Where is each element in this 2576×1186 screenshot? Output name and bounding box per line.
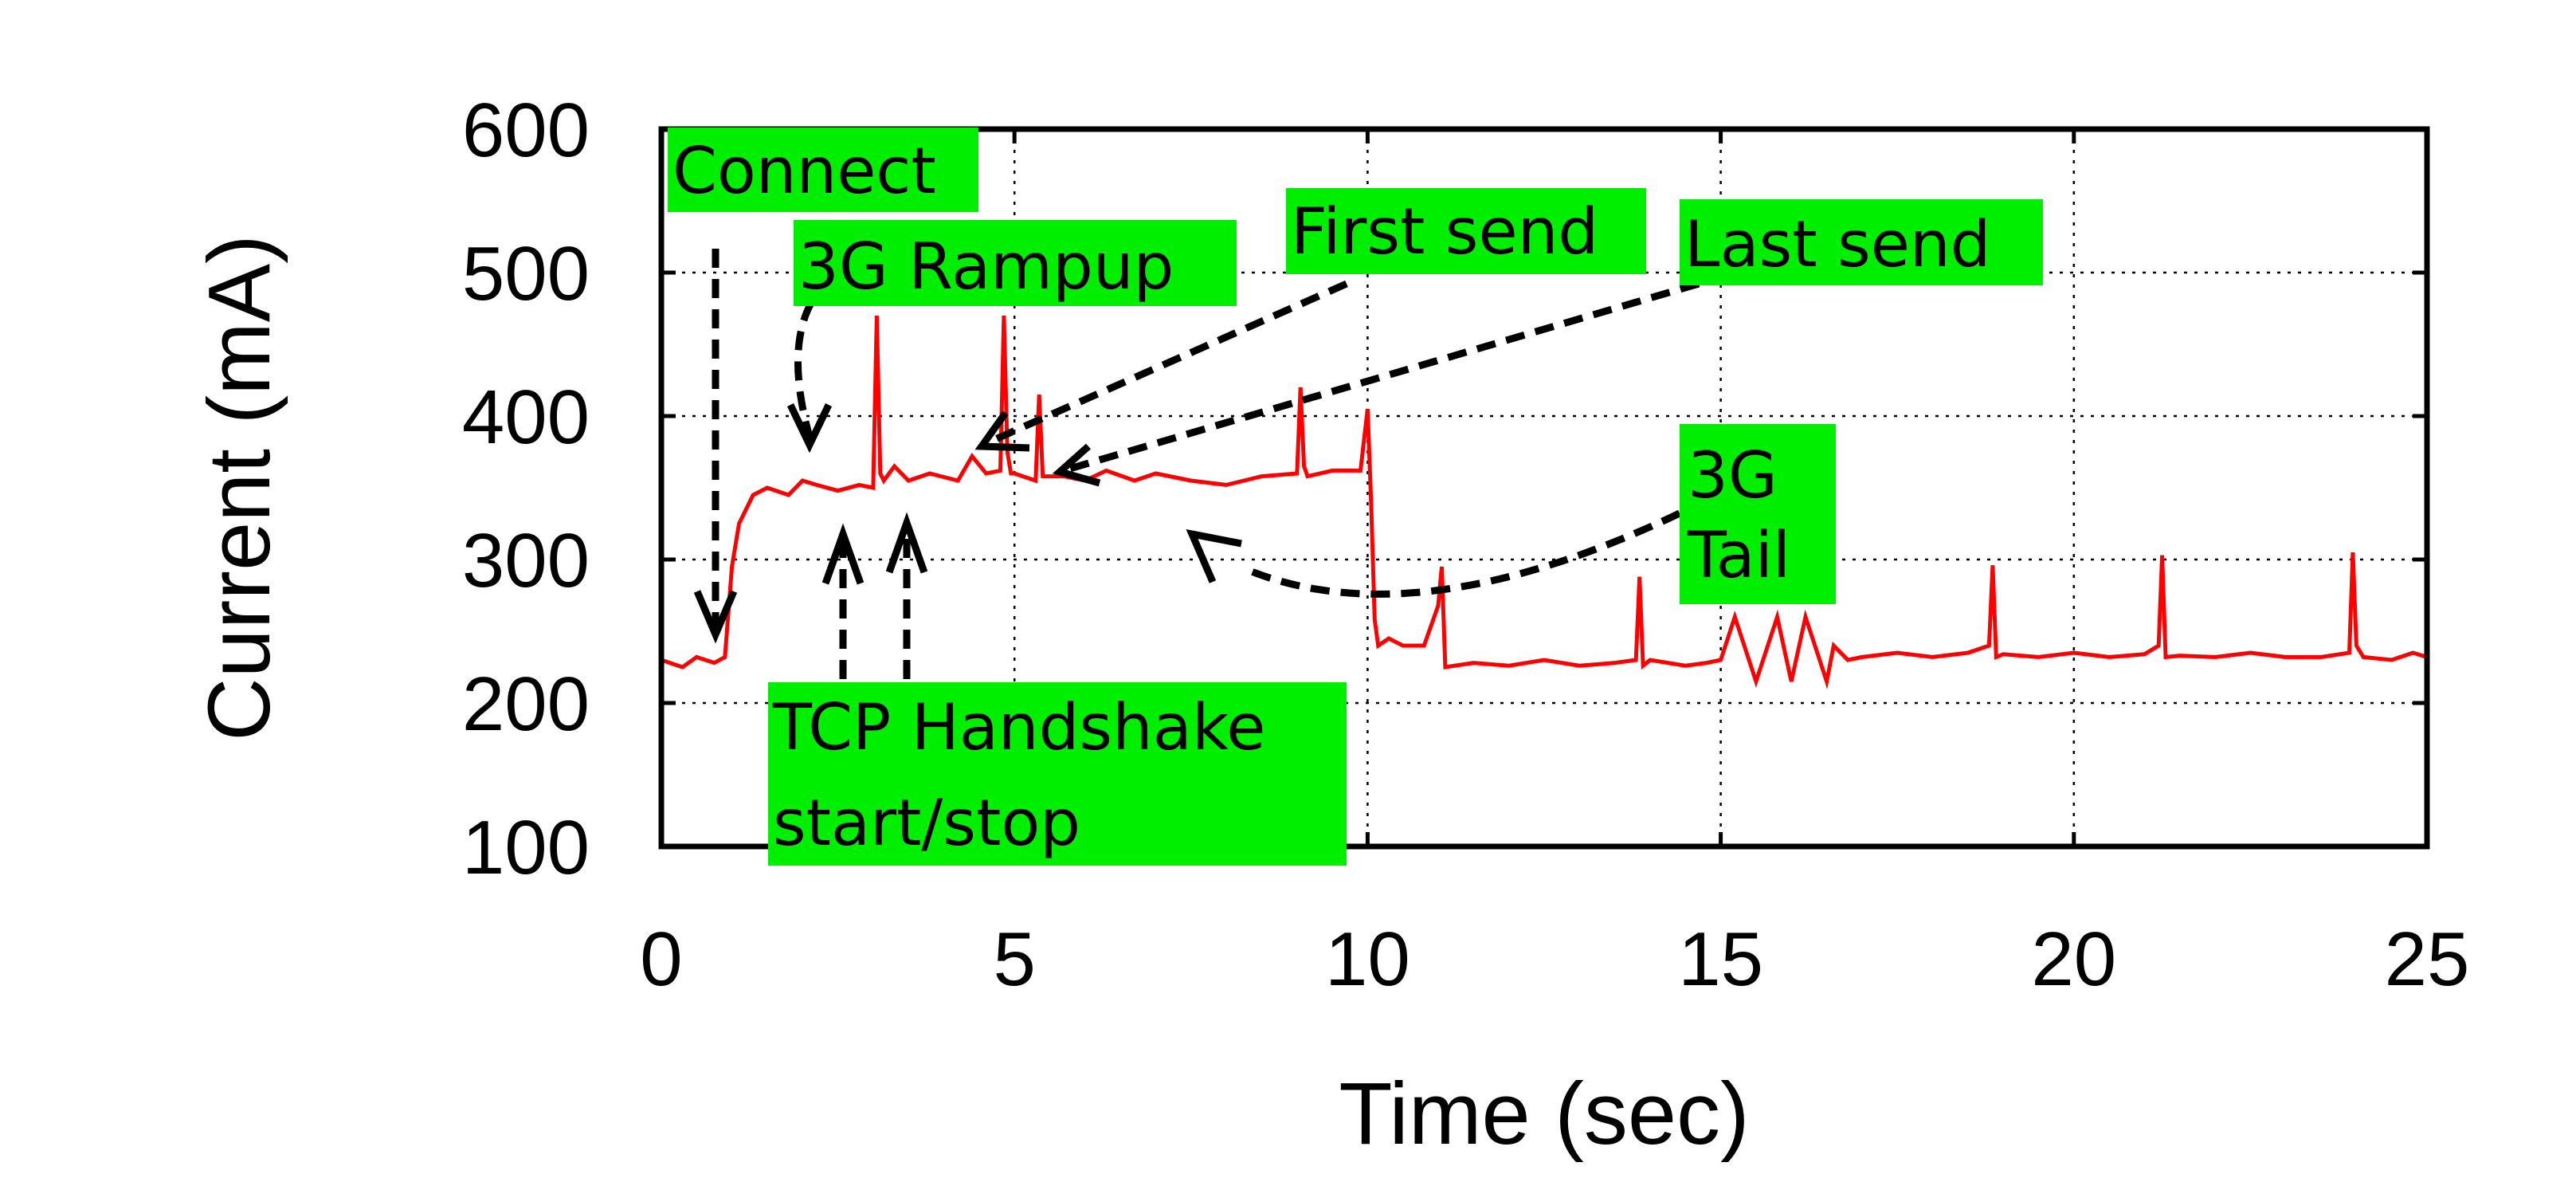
last-send-arrow-head	[1052, 443, 1101, 487]
tcp-handshake-stop-arrow-head	[885, 512, 928, 574]
connect-box	[668, 128, 978, 212]
x-tick-label-4: 20	[2031, 917, 2116, 1002]
annotation-3g-tail: 3G Tail	[1680, 424, 1836, 604]
first-send-box	[1286, 188, 1646, 274]
y-tick-labels: 100 200 300 400 500 600	[462, 88, 590, 890]
tail-text: 3G Tail	[1687, 438, 1790, 592]
x-tick-label-1: 5	[994, 917, 1036, 1002]
x-tick-label-0: 0	[640, 917, 682, 1002]
annotation-last-send: Last send	[1680, 199, 2043, 285]
y-axis-label: Current (mA)	[190, 234, 288, 741]
first-send-arrow-head	[974, 410, 1030, 452]
x-axis-label: Time (sec)	[1339, 1065, 1749, 1163]
y-tick-label-3: 400	[462, 375, 590, 460]
annotation-tcp-handshake: TCP Handshake start/stop	[768, 682, 1347, 866]
annotation-first-send: First send	[1286, 188, 1646, 274]
first-send-text: First send	[1291, 194, 1598, 269]
last-send-box	[1680, 199, 2043, 285]
y-tick-label-2: 300	[462, 518, 590, 603]
y-tick-label-5: 600	[462, 88, 590, 173]
tail-text-line-1: Tail	[1687, 518, 1790, 592]
y-tick-label-4: 500	[462, 231, 590, 316]
rampup-text: 3G Rampup	[798, 230, 1174, 304]
annotation-3g-rampup: 3G Rampup	[794, 220, 1237, 306]
x-tick-label-2: 10	[1325, 917, 1410, 1002]
tail-box	[1680, 424, 1836, 604]
current-series-line	[661, 315, 2428, 689]
rampup-box	[794, 220, 1237, 306]
y-tick-label-0: 100	[462, 805, 590, 890]
x-tick-label-5: 25	[2385, 917, 2470, 1002]
rampup-arrow	[794, 300, 814, 438]
axis-ticks	[659, 127, 2429, 849]
first-send-arrow	[985, 280, 1348, 447]
tcp-text-line-1: start/stop	[773, 786, 1080, 860]
plot-frame	[658, 126, 2430, 850]
tcp-handshake-start-arrow-head	[821, 523, 865, 585]
tcp-handshake-box	[768, 682, 1347, 866]
last-send-text: Last send	[1684, 207, 1990, 281]
annotation-arrows	[693, 249, 1700, 679]
annotation-connect: Connect	[668, 128, 978, 212]
tail-arrow-head	[1186, 528, 1242, 583]
x-tick-label-3: 15	[1678, 917, 1763, 1002]
tail-arrow	[1248, 509, 1681, 598]
x-tick-labels: 0 5 10 15 20 25	[640, 917, 2469, 1002]
tcp-handshake-text: TCP Handshake start/stop	[772, 690, 1265, 860]
connect-arrow-head	[693, 590, 738, 644]
tail-text-line-0: 3G	[1688, 438, 1778, 512]
rampup-arrow-head	[786, 403, 833, 454]
last-send-arrow	[1063, 280, 1700, 474]
connect-text: Connect	[672, 134, 936, 208]
tcp-text-line-0: TCP Handshake	[772, 690, 1265, 764]
y-tick-label-1: 200	[462, 662, 590, 747]
